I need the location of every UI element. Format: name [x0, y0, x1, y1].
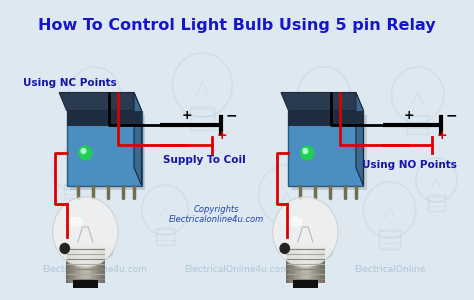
Text: −: − [226, 108, 237, 122]
Circle shape [303, 148, 308, 154]
Text: +: + [181, 109, 192, 122]
Bar [70, 115, 145, 190]
Bar [379, 230, 400, 249]
Bar [275, 216, 298, 237]
Bar [314, 115, 335, 134]
Text: +: + [217, 129, 227, 142]
Bar [293, 280, 318, 288]
Ellipse shape [69, 217, 82, 226]
Polygon shape [356, 92, 364, 185]
Ellipse shape [64, 244, 113, 261]
Bar [286, 248, 325, 283]
Bar [67, 110, 142, 125]
Text: Using NC Points: Using NC Points [23, 78, 117, 88]
Bar [64, 184, 79, 198]
Circle shape [79, 146, 92, 160]
Text: ElectricalOnline4u.com: ElectricalOnline4u.com [184, 266, 290, 274]
Circle shape [60, 243, 69, 254]
Text: +: + [404, 109, 415, 122]
Bar [291, 248, 320, 283]
Bar [293, 248, 318, 283]
Bar [289, 110, 364, 185]
Ellipse shape [283, 244, 333, 261]
Ellipse shape [289, 217, 302, 226]
Circle shape [53, 197, 118, 267]
Bar [302, 248, 309, 283]
Bar [289, 110, 364, 125]
Bar [300, 248, 311, 283]
Text: −: − [446, 108, 457, 122]
Text: ElectricalOnline4u.com: ElectricalOnline4u.com [42, 266, 147, 274]
Text: +: + [437, 129, 447, 142]
Bar [66, 248, 105, 283]
Bar [84, 115, 105, 134]
Circle shape [280, 243, 290, 254]
Bar [295, 248, 316, 283]
Bar [82, 248, 89, 283]
Bar [292, 115, 367, 190]
Bar [288, 248, 323, 283]
Bar [428, 195, 445, 211]
Bar [407, 115, 428, 134]
Circle shape [81, 148, 86, 154]
Text: Supply To Coil: Supply To Coil [163, 155, 246, 165]
Bar [191, 107, 214, 130]
Bar [297, 248, 313, 283]
Text: How To Control Light Bulb Using 5 pin Relay: How To Control Light Bulb Using 5 pin Re… [38, 18, 436, 33]
Bar [155, 227, 174, 245]
Text: ElectricalOnline: ElectricalOnline [354, 266, 425, 274]
Text: Electricalonline4u.com: Electricalonline4u.com [169, 215, 264, 224]
Bar [68, 248, 103, 283]
Bar [73, 280, 98, 288]
Circle shape [301, 146, 314, 160]
Bar [77, 248, 93, 283]
Polygon shape [134, 92, 142, 185]
Polygon shape [281, 92, 364, 110]
Bar [80, 248, 91, 283]
Polygon shape [59, 92, 142, 110]
Bar [67, 110, 142, 185]
Circle shape [273, 197, 338, 267]
Text: Copyrights: Copyrights [194, 206, 239, 214]
Bar [75, 248, 96, 283]
Bar [73, 248, 98, 283]
Text: Using NO Points: Using NO Points [362, 160, 456, 170]
Bar [70, 248, 100, 283]
